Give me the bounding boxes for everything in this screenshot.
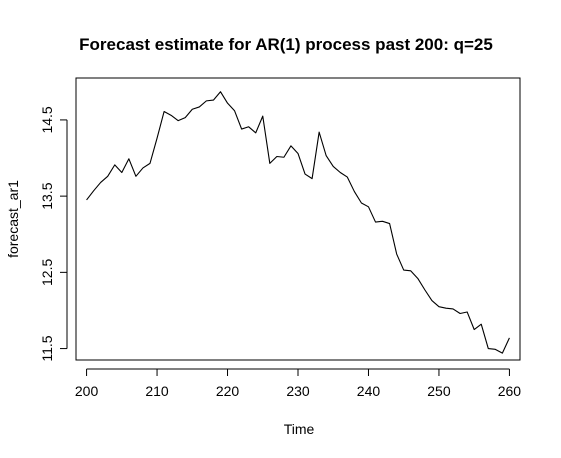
y-tick-label: 13.5 (39, 182, 55, 209)
y-tick-label: 12.5 (39, 259, 55, 286)
x-axis-label: Time (284, 421, 315, 437)
chart-title: Forecast estimate for AR(1) process past… (79, 35, 493, 54)
y-tick-label: 14.5 (39, 106, 55, 133)
plot-area (75, 77, 521, 361)
x-tick-label: 240 (357, 383, 381, 399)
x-axis: 200 210 220 230 240 250 260 (75, 368, 522, 399)
y-tick-label: 11.5 (39, 335, 55, 361)
y-axis: 11.5 12.5 13.5 14.5 (39, 106, 68, 362)
x-tick-label: 200 (75, 383, 99, 399)
x-tick-label: 260 (498, 383, 522, 399)
x-tick-label: 250 (427, 383, 451, 399)
series-line (86, 91, 510, 354)
x-tick-label: 210 (145, 383, 169, 399)
y-axis-label: forecast_ar1 (5, 180, 21, 258)
x-tick-label: 230 (286, 383, 310, 399)
x-tick-label: 220 (216, 383, 240, 399)
